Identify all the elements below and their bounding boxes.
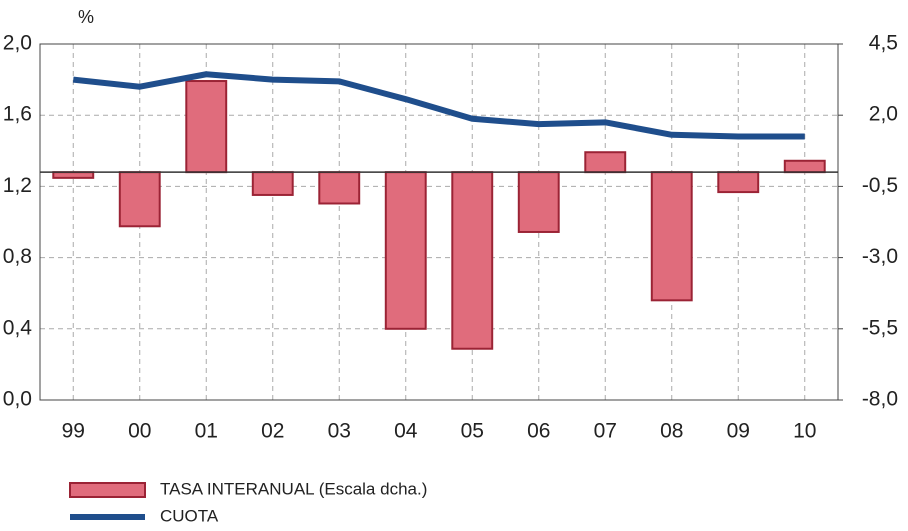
x-tick-label: 05 <box>461 420 484 443</box>
bar <box>584 151 627 174</box>
bar <box>717 171 760 194</box>
y-tick-label: 0,4 <box>3 316 33 339</box>
y-tick-label: 2,0 <box>3 32 32 55</box>
x-tick-label: 00 <box>128 420 151 443</box>
bar <box>384 171 427 330</box>
x-tick-label: 09 <box>727 420 750 443</box>
bar <box>451 171 494 350</box>
line <box>72 71 805 140</box>
y2-tick-label: 2,0 <box>869 103 898 126</box>
x-tick-label: 08 <box>660 420 683 443</box>
bar <box>318 171 361 205</box>
x-tick-label: 10 <box>793 420 816 443</box>
bar <box>185 80 228 174</box>
plot-frame <box>39 43 839 401</box>
legend-label: CUOTA <box>160 506 219 525</box>
bar <box>517 171 560 233</box>
x-tick-label: 07 <box>594 420 617 443</box>
y2-tick-label: 4,5 <box>869 32 898 55</box>
y-tick-label: 0,8 <box>3 245 32 268</box>
x-tick-label: 02 <box>261 420 284 443</box>
x-tick-label: 99 <box>62 420 85 443</box>
y2-tick-label: -8,0 <box>862 388 898 411</box>
y-tick-label: 1,2 <box>3 174 32 197</box>
y2-tick-label: -0,5 <box>862 174 898 197</box>
legend-label: TASA INTERANUAL (Escala dcha.) <box>160 479 427 498</box>
bar <box>251 171 294 196</box>
x-tick-label: 01 <box>195 420 218 443</box>
y-tick-label: 0,0 <box>3 388 32 411</box>
legend-swatch <box>69 482 146 498</box>
bar <box>650 171 693 302</box>
x-tick-label: 04 <box>394 420 418 443</box>
y-unit: % <box>78 7 94 27</box>
bar <box>52 171 95 179</box>
x-tick-label: 06 <box>527 420 550 443</box>
bar <box>783 159 826 174</box>
y-tick-label: 1,6 <box>3 103 32 126</box>
y2-tick-label: -3,0 <box>862 245 898 268</box>
y2-tick-label: -5,5 <box>862 316 898 339</box>
x-tick-label: 03 <box>328 420 351 443</box>
bar <box>118 171 161 228</box>
